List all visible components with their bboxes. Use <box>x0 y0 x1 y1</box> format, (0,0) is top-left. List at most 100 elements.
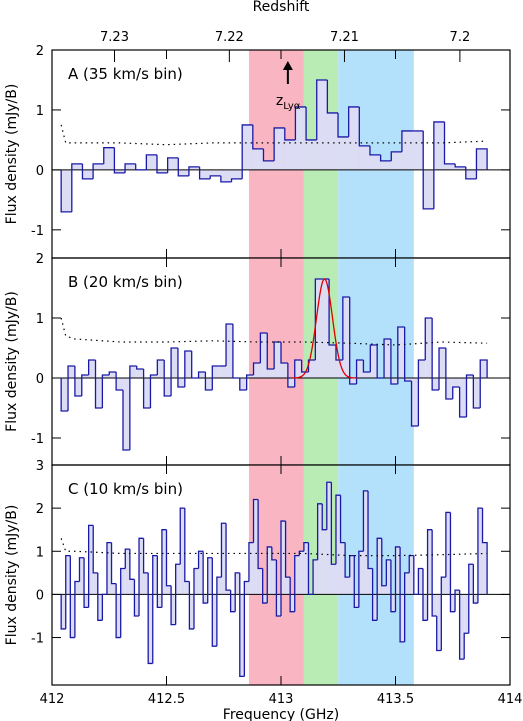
y-axis-label: Flux density (mJy/B) <box>4 291 20 432</box>
bin-step <box>179 507 185 565</box>
bin-step <box>74 580 80 638</box>
bin-fill <box>248 542 254 595</box>
bin-step <box>326 481 332 530</box>
y-tick-label: 0 <box>36 164 44 179</box>
bin-fill <box>359 145 370 170</box>
bin-fill <box>384 339 391 378</box>
bin-step <box>445 511 451 578</box>
bin-fill <box>198 372 206 378</box>
bin-fill <box>93 572 98 595</box>
bin-step <box>152 554 158 664</box>
panel-label: A (35 km/s bin) <box>68 65 183 83</box>
bin-step <box>481 508 488 595</box>
bin-step <box>390 339 398 385</box>
bin-step <box>390 151 402 161</box>
bin-step <box>115 372 123 391</box>
bin-fill <box>409 555 414 595</box>
bin-fill <box>134 594 140 616</box>
bin-fill <box>340 542 346 595</box>
bin-step <box>262 148 275 162</box>
bin-step <box>422 130 434 210</box>
bin-fill <box>267 369 275 378</box>
bin-step <box>188 166 200 176</box>
bin-fill <box>178 169 189 176</box>
bin-step <box>156 555 162 609</box>
bin-step <box>101 374 110 408</box>
bin-fill <box>216 577 222 595</box>
bin-step <box>243 580 249 677</box>
bin-step <box>184 508 190 583</box>
bin-fill <box>150 375 158 378</box>
bin-fill <box>294 360 302 378</box>
bin-step <box>314 278 323 360</box>
bin-fill <box>395 546 401 595</box>
bin-fill <box>377 538 382 595</box>
bin-fill <box>88 360 96 378</box>
bin-step <box>177 157 189 177</box>
bin-step <box>335 345 343 361</box>
bin-step <box>449 512 456 613</box>
bin-step <box>431 529 437 617</box>
bin-step <box>87 359 96 375</box>
bin-fill <box>109 372 117 378</box>
bin-fill <box>205 378 213 390</box>
bin-fill <box>171 594 176 625</box>
bin-step <box>399 546 405 643</box>
bin-step <box>92 525 98 574</box>
bin-step <box>383 338 391 378</box>
bin-step <box>362 360 371 373</box>
bin-fill <box>390 594 396 612</box>
bin-step <box>87 524 94 608</box>
bin-step <box>83 557 89 609</box>
bin-fill <box>425 318 433 378</box>
bin-fill <box>315 279 323 378</box>
bin-step <box>204 372 213 391</box>
bin-fill <box>400 594 405 642</box>
bin-step <box>369 145 381 156</box>
bin-step <box>124 548 130 569</box>
bin-step <box>287 363 295 388</box>
y-tick-label: 0 <box>36 588 44 603</box>
bin-fill <box>285 577 291 595</box>
bin-step <box>307 359 316 372</box>
bin-fill <box>226 324 233 378</box>
bin-fill <box>331 564 336 595</box>
bin-fill <box>116 594 121 638</box>
bin-fill <box>322 279 330 378</box>
bin-fill <box>235 572 240 595</box>
bin-fill <box>189 594 194 629</box>
bin-fill <box>88 525 94 595</box>
bin-fill <box>68 366 75 378</box>
bin-fill <box>473 594 478 604</box>
bin-step <box>312 559 318 595</box>
bin-step <box>385 559 391 586</box>
bin-fill <box>167 157 179 170</box>
bin-fill <box>287 378 295 387</box>
bin-step <box>443 121 456 165</box>
bin-step <box>106 541 112 595</box>
bin-fill <box>418 568 423 595</box>
bin-step <box>161 529 167 608</box>
bin-fill <box>452 378 460 387</box>
bin-step <box>145 154 157 170</box>
bin-fill <box>476 148 488 170</box>
y-tick-label: 2 <box>36 502 44 517</box>
bin-fill <box>295 106 307 170</box>
bin-step <box>239 378 247 391</box>
bin-step <box>165 529 172 587</box>
bin-fill <box>404 572 410 595</box>
bin-step <box>401 130 413 152</box>
y-tick-label: -1 <box>31 632 44 647</box>
bin-fill <box>372 594 378 621</box>
bin-step <box>94 360 103 409</box>
bin-fill <box>260 333 268 378</box>
bin-fill <box>166 585 172 595</box>
bin-fill <box>276 594 281 616</box>
bin-fill <box>271 559 277 595</box>
bin-step <box>207 557 213 604</box>
bin-step <box>170 347 178 396</box>
bin-step <box>120 567 126 638</box>
bin-fill <box>432 594 437 616</box>
bin-step <box>156 154 168 174</box>
